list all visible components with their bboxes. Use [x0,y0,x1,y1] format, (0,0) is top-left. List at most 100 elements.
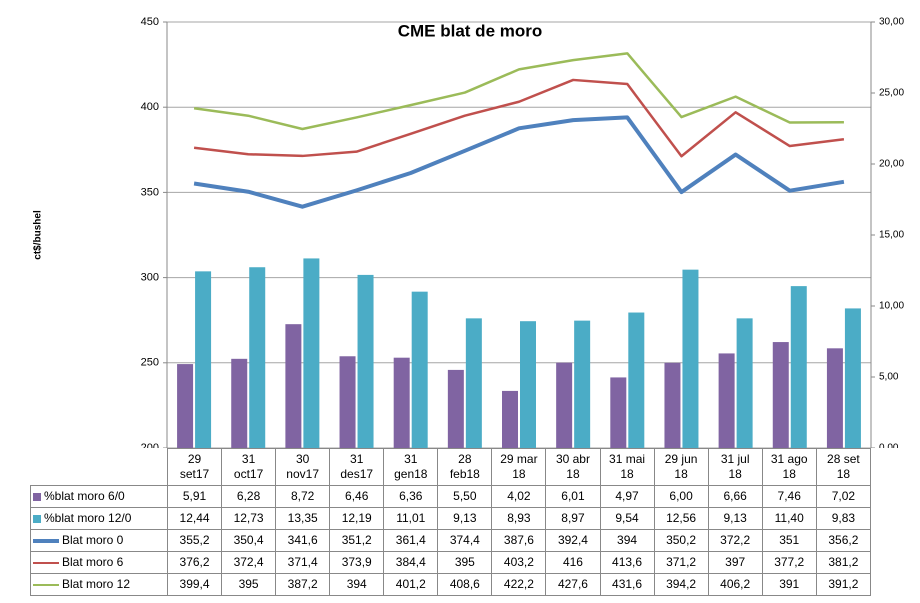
table-value: 351,2 [329,529,385,552]
bar [718,353,735,448]
table-value: 9,13 [437,507,493,530]
table-value: 391 [761,573,817,596]
table-value: 371,4 [275,551,331,574]
bar [357,274,374,448]
table-value: 384,4 [383,551,439,574]
table-value: 6,28 [221,485,277,508]
legend-key [33,561,59,565]
table-value: 395 [437,551,493,574]
chart-title: CME blat de moro [398,21,543,40]
y-tick-label: 200 [141,442,159,448]
y2-tick-label: 15,00 [879,230,904,241]
table-value: 7,02 [815,485,872,508]
legend-entry: %blat moro 6/0 [30,485,168,508]
legend-entry: Blat moro 6 [30,551,168,574]
legend-label: %blat moro 6/0 [44,489,125,503]
category-label: 31 mai 18 [599,448,655,486]
table-value: 4,97 [599,485,655,508]
bar [393,357,410,448]
bar [844,308,861,448]
table-value: 394 [599,529,655,552]
bar [736,318,753,448]
category-label: 31 des17 [329,448,385,486]
table-value: 416 [545,551,601,574]
category-label: 31 oct17 [221,448,277,486]
table-value: 397 [707,551,763,574]
table-value: 4,02 [491,485,547,508]
table-value: 351 [761,529,817,552]
y-tick-label: 350 [141,186,159,198]
table-value: 8,72 [275,485,331,508]
table-value: 6,01 [545,485,601,508]
table-value: 9,83 [815,507,872,530]
table-value: 427,6 [545,573,601,596]
table-value: 11,01 [383,507,439,530]
bar [556,362,573,448]
y-tick-label: 250 [141,357,159,369]
table-value: 6,66 [707,485,763,508]
table-value: 356,2 [815,529,872,552]
chart: CME blat de moro ct$/bushel 200 250 300 350… [33,16,904,448]
table-value: 374,4 [437,529,493,552]
category-label: 31 jul 18 [707,448,763,486]
table-value: 9,54 [599,507,655,530]
legend-entry: Blat moro 0 [30,529,168,552]
category-label: 29 jun 18 [653,448,709,486]
y-tick-label: 450 [141,16,159,28]
legend-label: %blat moro 12/0 [44,511,132,525]
table-value: 413,6 [599,551,655,574]
category-label: 28 feb18 [437,448,493,486]
bar [610,377,627,448]
bar [465,318,482,448]
table-value: 422,2 [491,573,547,596]
table-corner [31,449,168,486]
bar [231,358,248,448]
table-value: 350,2 [653,529,709,552]
table-value: 401,2 [383,573,439,596]
bar [502,390,518,448]
bar [195,271,212,448]
table-header-row: 29 set17 31 oct17 30 nov17 31 des17 31 gen18… [31,448,872,486]
table-value: 8,97 [545,507,601,530]
legend-key [33,492,41,501]
line [193,115,845,209]
bar [826,348,843,448]
category-label: 29 mar 18 [491,448,547,486]
data-table: 29 set17 31 oct17 30 nov17 31 des17 31 gen18… [30,448,872,596]
table-value: 406,2 [707,573,763,596]
table-value: 6,00 [653,485,709,508]
table-value: 5,50 [437,485,493,508]
table-value: 403,2 [491,551,547,574]
bar [628,312,645,448]
bar [574,320,591,448]
category-label: 31 ago 18 [761,448,817,486]
table-value: 387,2 [275,573,331,596]
table-value: 408,6 [437,573,493,596]
table-value: 5,91 [166,485,223,508]
y2-tick-label: 10,00 [879,301,904,312]
bar [520,321,536,448]
legend-label: Blat moro 12 [62,577,131,591]
bar [772,342,789,448]
y-tick-label: 400 [141,101,159,113]
bar [339,356,356,448]
table-value: 372,2 [707,529,763,552]
bar [285,324,302,448]
table-value: 355,2 [166,529,223,552]
table-value: 376,2 [166,551,223,574]
legend-entry: %blat moro 12/0 [30,507,168,530]
table-row: Blat moro 6 376,2 372,4 371,4 373,9 384,4 395 4… [30,551,872,574]
table-value: 394 [329,573,385,596]
category-label: 29 set17 [166,448,223,486]
bar [447,369,464,448]
bar [177,364,194,448]
bar [249,267,266,448]
bar [790,286,807,448]
category-label: 31 gen18 [383,448,439,486]
table-value: 381,2 [815,551,872,574]
y-axis-label: ct$/bushel [33,210,44,260]
legend-entry: Blat moro 12 [30,573,168,596]
legend-label: Blat moro 6 [62,555,124,569]
table-value: 387,6 [491,529,547,552]
